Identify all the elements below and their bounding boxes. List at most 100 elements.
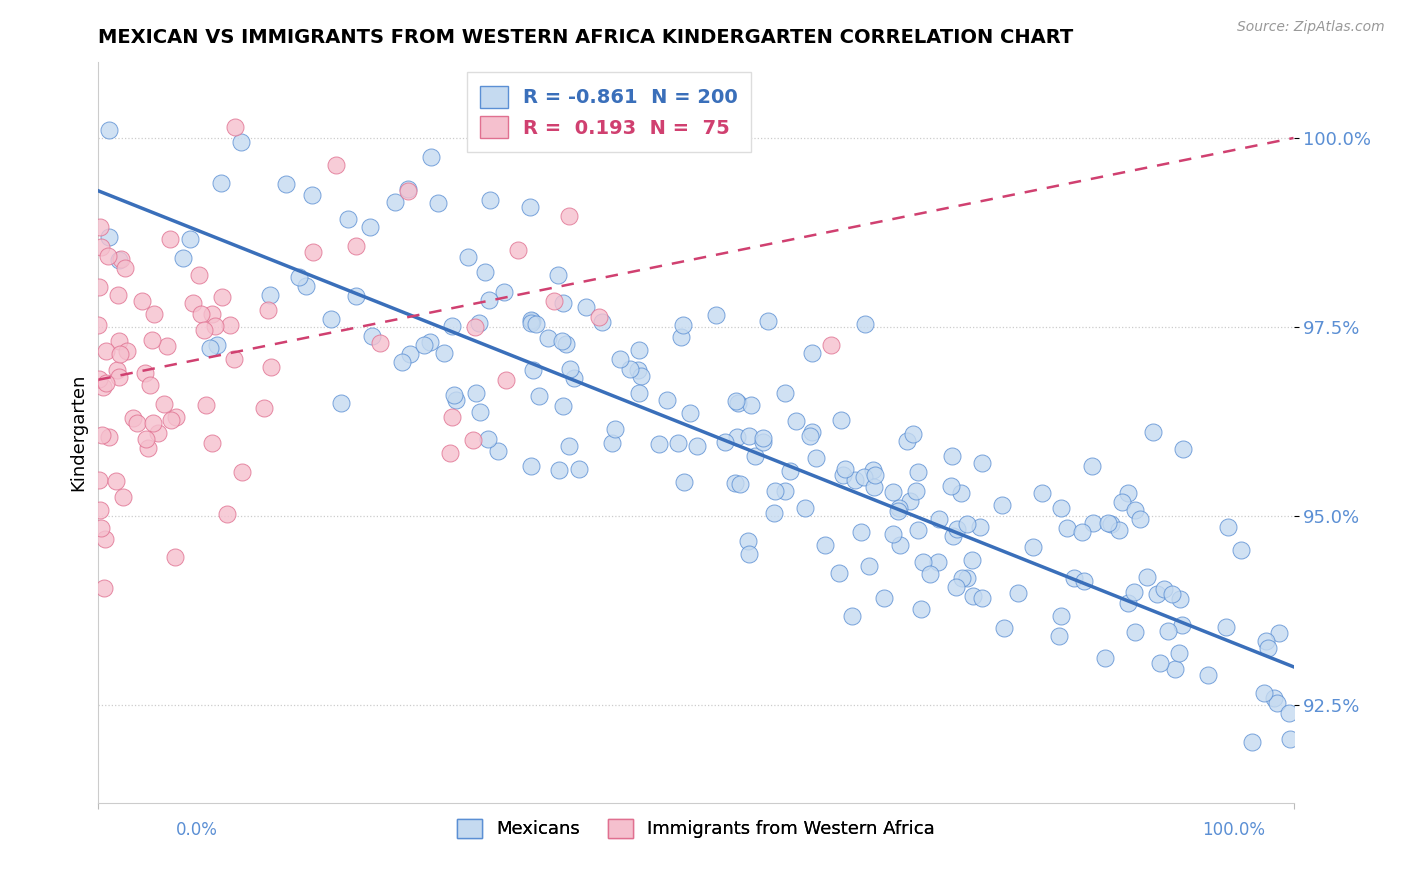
Point [1116,486,1139,500]
Point [1136,569,1159,583]
Point [224,351,246,366]
Point [737,428,759,442]
Point [918,567,941,582]
Point [90,240,112,254]
Point [801,346,824,360]
Point [344,289,367,303]
Point [1123,502,1146,516]
Point [89,503,111,517]
Point [260,359,283,374]
Point [131,293,153,308]
Point [529,389,551,403]
Point [1241,735,1264,749]
Point [830,413,852,427]
Point [910,602,932,616]
Point [727,396,749,410]
Point [1073,574,1095,589]
Point [1080,458,1102,473]
Point [1215,620,1237,634]
Point [1031,486,1053,500]
Point [887,504,910,518]
Point [901,427,924,442]
Point [276,177,298,191]
Legend: Mexicans, Immigrants from Western Africa: Mexicans, Immigrants from Western Africa [450,812,942,846]
Point [543,293,565,308]
Point [165,410,187,425]
Point [820,338,842,352]
Point [259,287,281,301]
Point [841,609,863,624]
Point [111,490,134,504]
Point [751,434,773,449]
Point [96,249,118,263]
Point [519,313,541,327]
Point [794,500,817,515]
Point [1129,512,1152,526]
Point [882,485,904,500]
Point [384,194,406,209]
Point [107,288,129,302]
Point [898,493,921,508]
Point [844,473,866,487]
Point [396,182,419,196]
Point [551,334,574,348]
Point [927,555,949,569]
Point [801,425,824,439]
Point [945,523,967,537]
Point [478,293,501,307]
Point [751,432,773,446]
Point [142,417,165,431]
Point [907,466,929,480]
Point [991,498,1014,512]
Point [1230,543,1253,558]
Point [1142,425,1164,439]
Point [889,538,911,552]
Point [181,295,204,310]
Point [329,396,352,410]
Point [295,278,318,293]
Point [98,430,121,444]
Point [756,314,779,328]
Point [1278,731,1301,746]
Point [89,372,111,386]
Point [115,343,138,358]
Point [105,363,128,377]
Point [669,330,692,344]
Point [87,318,110,332]
Point [87,279,110,293]
Text: MEXICAN VS IMMIGRANTS FROM WESTERN AFRICA KINDERGARTEN CORRELATION CHART: MEXICAN VS IMMIGRANTS FROM WESTERN AFRIC… [98,28,1074,47]
Point [1216,520,1239,534]
Point [858,559,880,574]
Text: Source: ZipAtlas.com: Source: ZipAtlas.com [1237,20,1385,34]
Point [655,392,678,407]
Point [159,232,181,246]
Point [211,290,233,304]
Point [672,318,695,333]
Point [763,506,786,520]
Point [1049,500,1071,515]
Point [360,328,382,343]
Point [468,316,491,330]
Point [231,465,253,479]
Point [950,571,973,585]
Point [205,337,228,351]
Point [553,400,575,414]
Point [468,405,491,419]
Point [1171,442,1194,456]
Point [519,200,541,214]
Point [1049,608,1071,623]
Point [114,261,136,276]
Point [508,243,530,257]
Point [941,449,963,463]
Point [873,591,896,605]
Point [443,388,465,402]
Point [91,427,114,442]
Point [134,366,156,380]
Point [779,464,801,478]
Point [704,308,727,322]
Point [143,307,166,321]
Point [738,547,761,561]
Point [765,483,787,498]
Point [1047,629,1070,643]
Point [907,523,929,537]
